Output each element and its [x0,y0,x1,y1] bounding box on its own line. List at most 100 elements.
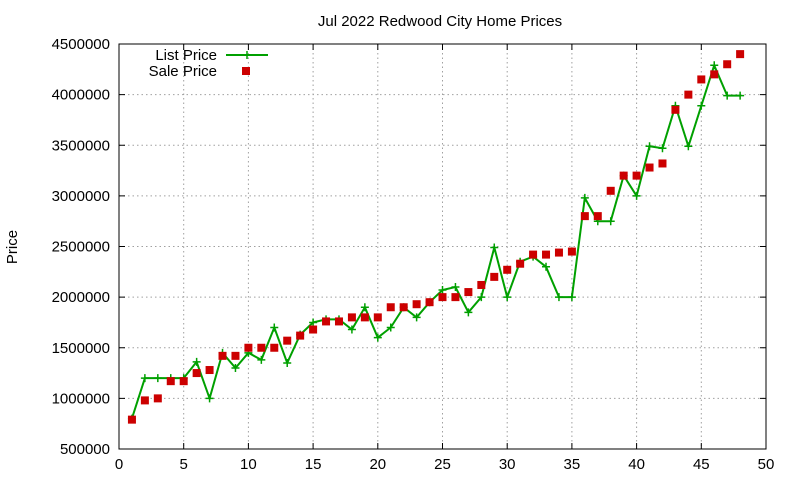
y-tick-label: 4500000 [52,36,110,53]
sale-price-point [516,259,525,268]
sale-price-point [464,288,473,297]
sale-price-point [386,303,395,312]
list-price-point [347,325,356,334]
sale-price-point [645,163,654,172]
y-axis: 500000 1000000 1500000 2000000 2500000 300000… [52,36,766,458]
list-price-point [309,318,318,327]
list-price-point [192,357,201,366]
sale-price-point [723,60,732,69]
x-tick-label: 5 [180,456,188,473]
sale-price-point [244,343,253,352]
legend: List Price Sale Price [149,47,268,80]
sale-price-point [684,90,693,99]
list-price-point [386,323,395,332]
list-price-point [632,191,641,200]
sale-price-point [399,303,408,312]
sale-price-point [322,317,331,326]
sale-price-point [606,186,615,195]
list-price-point [606,217,615,226]
legend-label-sale-price: Sale Price [149,63,217,80]
x-tick-label: 10 [240,456,257,473]
sale-price-point [283,336,292,345]
sale-price-point [179,377,188,386]
sale-price-point [192,369,201,378]
sale-price-point [127,415,136,424]
sale-price-point [205,366,214,375]
sale-price-point [153,394,162,403]
list-price-point [503,293,512,302]
list-price-point [451,283,460,291]
list-price-point [283,358,292,367]
x-tick-label: 40 [628,456,645,473]
list-price-point [697,101,706,110]
x-tick-label: 35 [564,456,581,473]
sale-price-point [580,212,589,221]
chart-title: Jul 2022 Redwood City Home Prices [318,13,562,30]
list-price-line [130,62,741,419]
sale-price-point [619,171,628,180]
y-axis-label: Price [4,230,21,264]
sale-price-point [658,159,667,168]
sale-price-point [529,250,538,259]
sale-price-point [373,313,382,322]
sale-price-point [710,70,719,79]
sale-price-point [425,298,434,307]
grid-layer [119,44,766,449]
list-price-point [464,308,473,317]
sale-price-point [542,250,551,259]
sale-price-point [360,313,369,322]
list-price-point [270,323,279,332]
list-price-point [257,355,266,364]
y-tick-label: 1500000 [52,340,110,357]
y-tick-label: 4000000 [52,87,110,104]
y-tick-label: 3000000 [52,188,110,205]
sale-price-point [554,248,563,257]
y-tick-label: 1000000 [52,390,110,407]
sale-price-point [412,300,421,309]
x-axis: 0 5 10 15 20 25 30 35 40 45 50 [115,44,775,473]
sale-price-point [593,212,602,221]
series-layer [127,50,745,424]
x-tick-label: 50 [758,456,775,473]
sale-price-point [270,343,279,352]
sale-price-point [736,50,745,59]
sale-price-point [490,272,499,281]
list-price-point [658,144,667,153]
x-tick-label: 0 [115,456,123,473]
list-price-point [580,193,589,202]
list-price-point [710,61,719,70]
x-tick-label: 20 [369,456,386,473]
y-tick-label: 2500000 [52,239,110,256]
sale-price-point [671,105,680,114]
sale-price-point [334,317,343,326]
sale-price-point [296,331,305,340]
list-price-point [231,364,240,372]
sale-price-point [140,396,149,405]
list-price-point [684,142,693,151]
x-tick-label: 30 [499,456,516,473]
sale-price-point [632,171,641,180]
x-tick-label: 25 [434,456,451,473]
x-tick-label: 45 [693,456,710,473]
sale-price-point [231,351,240,360]
list-price-point [554,293,563,302]
list-price-point [723,91,732,100]
sale-price-point [451,293,460,302]
list-price-point [736,91,745,100]
y-tick-label: 2000000 [52,289,110,306]
list-price-point [205,394,214,403]
list-price-point [412,313,421,322]
sale-price-point [257,343,266,352]
x-tick-label: 15 [305,456,322,473]
legend-marker-sale-price [242,67,250,75]
sale-price-point [477,280,486,289]
sale-price-point [166,377,175,386]
sale-price-point [503,265,512,274]
list-price-point [645,142,654,151]
list-price-point [490,243,499,252]
legend-marker-list-price [243,51,251,59]
legend-label-list-price: List Price [155,47,217,64]
sale-price-point [697,75,706,84]
list-price-point [542,262,551,271]
